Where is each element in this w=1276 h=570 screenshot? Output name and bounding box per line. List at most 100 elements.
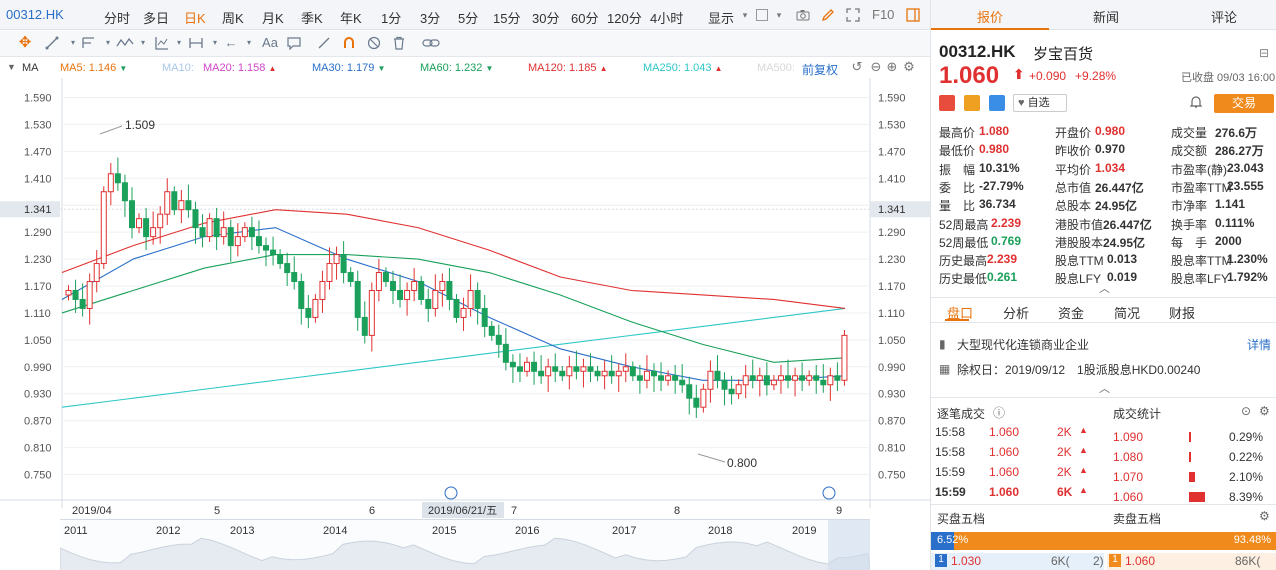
measure-tool-icon[interactable] [154,36,168,50]
chevron-down-icon[interactable]: ▾ [176,38,181,47]
reset-icon[interactable]: ↺ [851,59,863,74]
link-icon[interactable] [422,36,440,50]
subtab-profile[interactable]: 简况 [1114,306,1141,321]
comment-icon[interactable] [287,36,301,51]
text-tool-button[interactable]: Aa [262,35,278,50]
help-icon[interactable]: ⓘ [993,406,1006,420]
date-label: 6 [369,505,375,517]
candle-body [234,236,241,247]
volstat-pct: 8.39% [1229,490,1264,504]
volstat-pct: 0.22% [1229,450,1264,464]
overview-navigator[interactable]: 2011 2012 2013 2014 2015 2016 2017 2018 2019 [60,519,870,570]
chevron-down-icon[interactable]: ▾ [105,38,110,47]
candle-body [404,289,411,300]
channel-tool-icon[interactable] [81,36,95,50]
period-multiday[interactable]: 多日 [143,11,170,26]
ask-level-1: 1 1.060 86K( [1107,553,1276,570]
ask-price[interactable]: 1.060 [1125,554,1156,568]
subtab-capital[interactable]: 资金 [1058,306,1085,321]
chevron-down-icon[interactable]: ▾ [742,10,748,20]
candle-body [622,366,629,372]
magnet-icon[interactable] [342,36,356,50]
color-swatch-icon[interactable] [756,9,768,21]
settings-gear-icon[interactable]: ⚙ [903,59,915,74]
settings-icon[interactable]: ⚙ [1259,509,1270,523]
period-15min[interactable]: 15分 [493,11,521,26]
chevron-down-icon[interactable]: ▾ [70,38,75,47]
price-tick-right: 1.230 [878,254,906,266]
date-label: 5 [214,505,220,517]
candle-body [185,200,192,211]
settings-icon[interactable]: ⚙ [1259,404,1270,418]
candle-body [270,249,277,256]
detail-link[interactable]: 详情 [1247,338,1272,352]
candle-body [425,298,432,309]
collapse-info-icon[interactable]: ︿ [1099,383,1110,395]
period-5min[interactable]: 5分 [458,11,479,26]
fullscreen-icon[interactable] [846,8,860,22]
period-weekly[interactable]: 周K [222,11,244,26]
wave-tool-icon[interactable] [116,36,134,50]
bell-icon[interactable] [1189,95,1203,112]
f10-button[interactable]: F10 [872,7,895,22]
period-intraday[interactable]: 分时 [104,11,131,26]
more-icon[interactable]: ⊙ [1241,404,1252,418]
zoom-out-icon[interactable]: ⊖ [870,59,882,74]
chevron-down-icon[interactable]: ▾ [140,38,145,47]
subtab-financials[interactable]: 财报 [1169,306,1196,321]
chevron-down-icon[interactable]: ▼ [7,62,16,72]
pencil-icon[interactable] [821,8,835,22]
zoom-in-icon[interactable]: ⊕ [886,59,898,74]
trash-icon[interactable] [392,36,406,50]
display-menu[interactable]: 显示 [708,11,735,26]
collapse-stats-icon[interactable]: ︿ [1099,283,1110,295]
adjust-mode-button[interactable]: 前复权 [802,63,839,77]
crosshair-move-icon[interactable]: ✥ [18,34,32,51]
period-monthly[interactable]: 月K [262,11,284,26]
stat-label: 历史最高 [939,254,988,269]
symbol-label[interactable]: 00312.HK [6,7,64,22]
date-label: 9 [836,505,842,517]
line-tool-icon[interactable] [45,36,59,50]
period-yearly[interactable]: 年K [340,11,362,26]
candle-body [559,370,566,377]
period-daily[interactable]: 日K [184,11,206,26]
chevron-down-icon[interactable]: ▾ [246,38,251,47]
panel-toggle-icon[interactable] [906,8,920,22]
hide-drawings-icon[interactable] [367,36,381,50]
chevron-down-icon[interactable]: ▾ [212,38,217,47]
range-tool-icon[interactable] [188,36,203,50]
period-3min[interactable]: 3分 [420,11,441,26]
navigator-year: 2017 [612,525,636,537]
candle-body [481,307,488,327]
camera-icon[interactable] [796,8,810,22]
period-30min[interactable]: 30分 [532,11,560,26]
candle-body [263,245,270,251]
stat-label: 股息TTM [1055,254,1104,269]
subtab-orderbook[interactable]: 盘口 [947,306,974,321]
subtab-analysis[interactable]: 分析 [1003,306,1030,321]
period-quarterly[interactable]: 季K [301,11,323,26]
period-1min[interactable]: 1分 [381,11,402,26]
stat-label: 昨收价 [1055,144,1092,159]
ma-indicator-label[interactable]: MA [22,62,39,74]
candle-body [277,254,284,265]
period-4hour[interactable]: 4小时 [650,11,684,26]
kline-chart[interactable]: 1.590 1.590 1.530 1.530 1.470 1.470 1.410 1.410… [0,78,930,518]
period-60min[interactable]: 60分 [571,11,599,26]
tab-quote[interactable]: 报价 [977,10,1004,25]
trade-button[interactable]: 交易 [1214,94,1274,113]
candle-body [199,227,206,238]
chevron-down-icon[interactable]: ▾ [776,10,782,20]
ruler-icon[interactable] [317,36,331,50]
bid-price[interactable]: 1.030 [951,554,982,568]
price-tick-right: 0.750 [878,470,906,482]
tab-comments[interactable]: 评论 [1211,10,1238,25]
add-watchlist-button[interactable]: ♥ 自选 [1013,94,1067,112]
period-120min[interactable]: 120分 [607,11,642,26]
tab-news[interactable]: 新闻 [1093,10,1120,25]
candle-body [305,307,312,318]
arrow-left-icon[interactable]: ← [224,35,238,50]
collapse-icon[interactable]: ⊟ [1259,46,1270,60]
candle-body [157,213,164,229]
